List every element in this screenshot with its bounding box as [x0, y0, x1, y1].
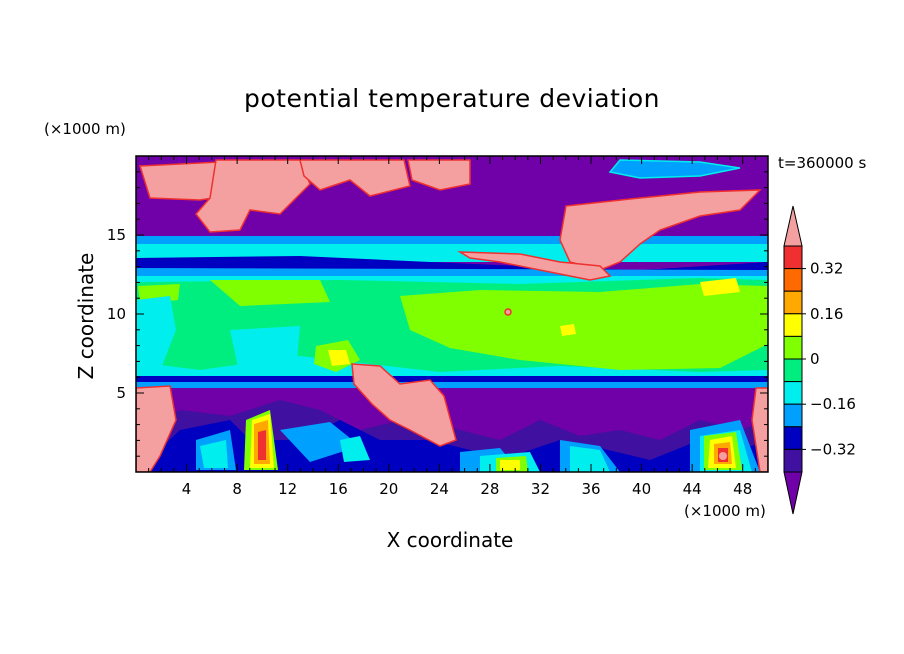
colorbar-swatch — [783, 381, 803, 405]
time-label: t=360000 s — [778, 154, 867, 172]
y-tick-label: 5 — [116, 384, 126, 402]
pink-center-plume — [351, 363, 457, 447]
y-axis-ticks: 5 10 15 — [107, 171, 768, 457]
colorbar-label: 0 — [810, 350, 820, 368]
x-axis-title: X coordinate — [0, 528, 904, 552]
colorbar-extend-top — [783, 205, 803, 247]
x-axis-ticks: 4 8 12 16 20 24 28 32 36 40 44 48 — [148, 156, 756, 498]
pink-top-c — [299, 159, 411, 197]
x-axis-title-text: X coordinate — [386, 528, 514, 552]
colorbar-swatch — [783, 403, 803, 428]
y-axis-unit: (×1000 m) — [44, 120, 126, 138]
x-tick-label: 28 — [480, 480, 499, 498]
patch-cyan-left — [136, 296, 176, 380]
chart-title: potential temperature deviation — [244, 84, 660, 113]
x-tick-label: 48 — [733, 480, 752, 498]
colorbar-swatch — [783, 426, 803, 450]
patch-cyan-mid — [230, 326, 300, 376]
x-tick-label: 8 — [232, 480, 242, 498]
patch-yellow-right — [700, 278, 740, 296]
x-tick-label: 12 — [278, 480, 297, 498]
x-tick-label: 16 — [329, 480, 348, 498]
colorbar-swatch — [783, 448, 803, 473]
top-right-blue — [608, 159, 741, 179]
x-tick-label: 4 — [182, 480, 192, 498]
pink-streak — [457, 251, 612, 281]
colorbar-swatch — [783, 358, 803, 383]
x-tick-label: 40 — [632, 480, 651, 498]
lower-blue — [196, 420, 760, 472]
colorbar-label: −0.32 — [810, 440, 856, 458]
colorbar-swatch — [783, 245, 803, 270]
patch-lime-left — [138, 280, 330, 306]
x-tick-label: 20 — [379, 480, 398, 498]
patch-yellow-dot — [560, 324, 576, 336]
colorbar-swatch — [783, 268, 803, 292]
y-tick-label: 15 — [107, 226, 126, 244]
pink-top-d — [407, 159, 471, 191]
colorbar-extend-bottom — [783, 471, 803, 515]
x-tick-label: 24 — [430, 480, 449, 498]
x-tick-label: 44 — [683, 480, 702, 498]
x-tick-label: 36 — [581, 480, 600, 498]
colorbar-label: 0.16 — [810, 305, 843, 323]
pink-top-right — [559, 189, 762, 271]
colorbar-swatch — [783, 335, 803, 360]
patch-yellow-small — [328, 350, 350, 366]
colorbar: 0.32 0.16 0 −0.16 −0.32 — [783, 205, 856, 515]
colorbar-label: 0.32 — [810, 260, 843, 278]
pink-dot — [504, 308, 512, 316]
y-tick-label: 10 — [107, 305, 126, 323]
patch-lime-right — [400, 284, 768, 370]
x-tick-label: 32 — [531, 480, 550, 498]
contour-field — [136, 156, 768, 472]
colorbar-swatch — [783, 290, 803, 315]
x-axis-unit: (×1000 m) — [684, 502, 766, 520]
colorbar-label: −0.16 — [810, 395, 856, 413]
pink-left-low — [136, 385, 177, 472]
colorbar-swatch — [783, 313, 803, 337]
lower-pink-dot — [719, 452, 727, 460]
